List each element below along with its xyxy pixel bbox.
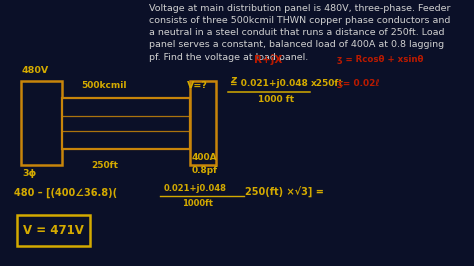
Text: 480 – [(400∠36.8)(: 480 – [(400∠36.8)( <box>14 188 118 198</box>
Text: R+ĵX: R+ĵX <box>254 54 282 65</box>
Text: 3ϕ: 3ϕ <box>23 169 37 178</box>
Text: 250(ft) ×√3] =: 250(ft) ×√3] = <box>245 187 323 198</box>
Text: 0.8pf: 0.8pf <box>192 166 218 175</box>
Text: V=?: V=? <box>187 81 208 90</box>
Text: 1000ft: 1000ft <box>182 199 213 208</box>
Text: x250ft: x250ft <box>310 79 343 88</box>
Text: = 0.021+j0.048: = 0.021+j0.048 <box>230 79 308 88</box>
Text: 400A: 400A <box>192 153 218 162</box>
Text: z: z <box>230 75 236 85</box>
Text: 250ft: 250ft <box>91 161 118 170</box>
Bar <box>17 215 90 246</box>
Text: 480V: 480V <box>21 66 48 75</box>
Bar <box>62 98 190 149</box>
Text: 1000 ft: 1000 ft <box>258 95 294 104</box>
Text: V = 471V: V = 471V <box>23 224 84 237</box>
Bar <box>190 81 216 165</box>
Text: 0.021+j0.048: 0.021+j0.048 <box>164 184 227 193</box>
Text: ʒ = Rcosθ + xsinθ: ʒ = Rcosθ + xsinθ <box>337 55 423 64</box>
Text: ʒ= 0.02ℓ: ʒ= 0.02ℓ <box>337 79 379 88</box>
Text: 500kcmil: 500kcmil <box>82 81 127 90</box>
Text: Voltage at main distribution panel is 480V, three-phase. Feeder
consists of thre: Voltage at main distribution panel is 48… <box>149 4 451 62</box>
Bar <box>21 81 62 165</box>
